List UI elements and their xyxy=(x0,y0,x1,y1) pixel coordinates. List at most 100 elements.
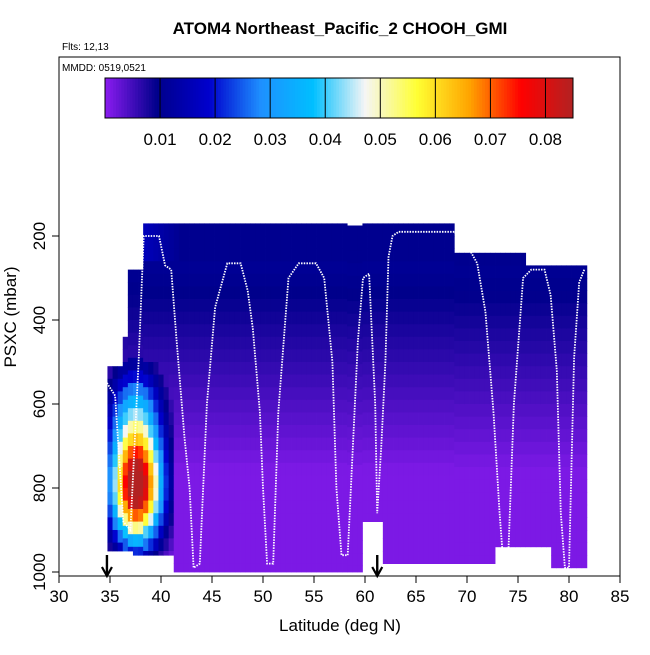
heatmap-cell xyxy=(342,261,348,275)
heatmap-cell xyxy=(540,467,547,480)
heatmap-cell xyxy=(214,261,221,275)
colorbar-segment xyxy=(506,78,511,118)
heatmap-cell xyxy=(158,273,164,287)
heatmap-cell xyxy=(556,530,562,543)
heatmap-cell xyxy=(352,553,358,567)
heatmap-cell xyxy=(240,525,246,539)
heatmap-cell xyxy=(581,391,588,405)
heatmap-cell xyxy=(505,404,511,417)
heatmap-cell xyxy=(535,542,542,548)
heatmap-cell xyxy=(163,475,170,489)
heatmap-cell xyxy=(301,299,307,312)
heatmap-cell xyxy=(372,273,379,287)
heatmap-cell xyxy=(260,538,266,552)
heatmap-cell xyxy=(382,299,389,312)
heatmap-cell xyxy=(291,500,297,514)
colorbar-segment xyxy=(239,78,244,118)
heatmap-cell xyxy=(127,446,134,459)
heatmap-cell xyxy=(556,404,562,417)
heatmap-cell xyxy=(581,378,588,392)
heatmap-cell xyxy=(214,362,221,375)
heatmap-cell xyxy=(311,462,317,476)
heatmap-cell xyxy=(428,387,435,401)
heatmap-cell xyxy=(525,303,532,317)
heatmap-cell xyxy=(127,458,134,472)
heatmap-cell xyxy=(484,467,491,480)
heatmap-cell xyxy=(535,467,542,480)
colorbar-segment xyxy=(352,78,357,118)
heatmap-cell xyxy=(377,223,384,237)
heatmap-cell xyxy=(520,315,527,329)
heatmap-cell xyxy=(408,488,414,501)
heatmap-cell xyxy=(540,353,547,367)
heatmap-cell xyxy=(148,311,154,325)
heatmap-cell xyxy=(240,311,246,325)
heatmap-cell xyxy=(530,328,537,342)
heatmap-cell xyxy=(438,248,445,262)
colorbar-segment xyxy=(526,78,530,118)
heatmap-cell xyxy=(403,538,409,552)
heatmap-cell xyxy=(530,341,537,354)
heatmap-cell xyxy=(168,286,175,300)
heatmap-cell xyxy=(240,450,246,464)
heatmap-cell xyxy=(321,538,328,552)
heatmap-cell xyxy=(194,500,200,514)
heatmap-cell xyxy=(474,378,481,392)
heatmap-cell xyxy=(525,315,532,329)
heatmap-cell xyxy=(321,513,328,527)
heatmap-cell xyxy=(326,551,333,564)
heatmap-cell xyxy=(127,534,134,548)
heatmap-cell xyxy=(489,404,496,417)
heatmap-cell xyxy=(530,492,537,506)
heatmap-cell xyxy=(347,338,353,352)
heatmap-cell xyxy=(270,488,277,501)
heatmap-cell xyxy=(428,450,435,464)
heatmap-cell xyxy=(168,412,175,426)
heatmap-cell xyxy=(576,504,583,518)
colorbar-segment xyxy=(121,78,125,118)
heatmap-cell xyxy=(331,286,338,300)
heatmap-cell xyxy=(500,530,506,543)
heatmap-cell xyxy=(183,513,190,527)
heatmap-cell xyxy=(576,404,583,417)
heatmap-cell xyxy=(224,500,231,514)
heatmap-cell xyxy=(219,488,226,501)
heatmap-cell xyxy=(245,399,251,413)
heatmap-cell xyxy=(347,464,353,478)
heatmap-cell xyxy=(234,349,241,363)
heatmap-cell xyxy=(382,387,389,401)
heatmap-cell xyxy=(474,303,481,317)
heatmap-cell xyxy=(270,286,277,300)
heatmap-cell xyxy=(224,236,231,249)
heatmap-cell xyxy=(194,248,200,262)
heatmap-cell xyxy=(459,416,465,430)
heatmap-cell xyxy=(199,450,205,464)
heatmap-cell xyxy=(301,261,307,275)
heatmap-cell xyxy=(240,286,246,300)
colorbar-segment xyxy=(440,78,445,118)
heatmap-cell xyxy=(428,462,435,476)
heatmap-cell xyxy=(525,517,532,531)
heatmap-cell xyxy=(316,475,323,489)
heatmap-cell xyxy=(505,479,511,493)
heatmap-cell xyxy=(234,513,241,527)
heatmap-cell xyxy=(413,538,419,552)
heatmap-cell xyxy=(484,530,491,543)
heatmap-cell xyxy=(122,387,129,401)
heatmap-cell xyxy=(148,500,154,514)
heatmap-cell xyxy=(566,404,572,417)
heatmap-cell xyxy=(489,416,496,430)
heatmap-cell xyxy=(265,273,272,287)
heatmap-cell xyxy=(540,429,547,443)
heatmap-cell xyxy=(408,324,414,338)
heatmap-cell xyxy=(342,374,348,388)
heatmap-cell xyxy=(280,488,287,501)
heatmap-cell xyxy=(566,467,572,480)
colorbar-segment xyxy=(223,78,227,118)
heatmap-cell xyxy=(571,303,578,317)
heatmap-cell xyxy=(418,525,425,539)
heatmap-cell xyxy=(347,540,353,554)
heatmap-cell xyxy=(112,504,119,518)
heatmap-cell xyxy=(474,555,481,564)
heatmap-cell xyxy=(489,555,496,564)
